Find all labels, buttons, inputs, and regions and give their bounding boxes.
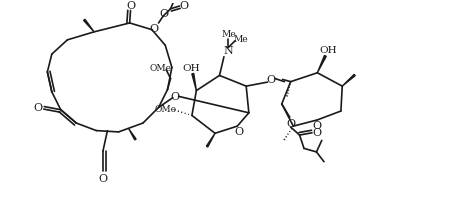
- Polygon shape: [207, 134, 215, 147]
- Text: OMe: OMe: [150, 64, 172, 73]
- Polygon shape: [84, 20, 94, 33]
- Polygon shape: [129, 129, 136, 140]
- Text: N: N: [223, 46, 233, 56]
- Text: OH: OH: [182, 64, 200, 73]
- Text: O: O: [286, 118, 295, 128]
- Text: O: O: [234, 127, 243, 137]
- Text: O: O: [160, 9, 169, 19]
- Text: O: O: [98, 173, 107, 183]
- Text: Me: Me: [221, 30, 236, 39]
- Polygon shape: [342, 75, 355, 87]
- Polygon shape: [317, 56, 326, 73]
- Text: O: O: [267, 74, 276, 84]
- Text: O: O: [33, 102, 42, 112]
- Text: Me: Me: [233, 35, 248, 44]
- Text: O: O: [312, 121, 321, 131]
- Text: O: O: [180, 1, 189, 11]
- Text: O: O: [313, 127, 322, 137]
- Text: OMe: OMe: [154, 105, 176, 114]
- Text: O: O: [126, 1, 135, 11]
- Polygon shape: [192, 74, 197, 91]
- Text: OH: OH: [320, 46, 337, 55]
- Text: O: O: [150, 24, 159, 34]
- Text: O: O: [171, 92, 180, 102]
